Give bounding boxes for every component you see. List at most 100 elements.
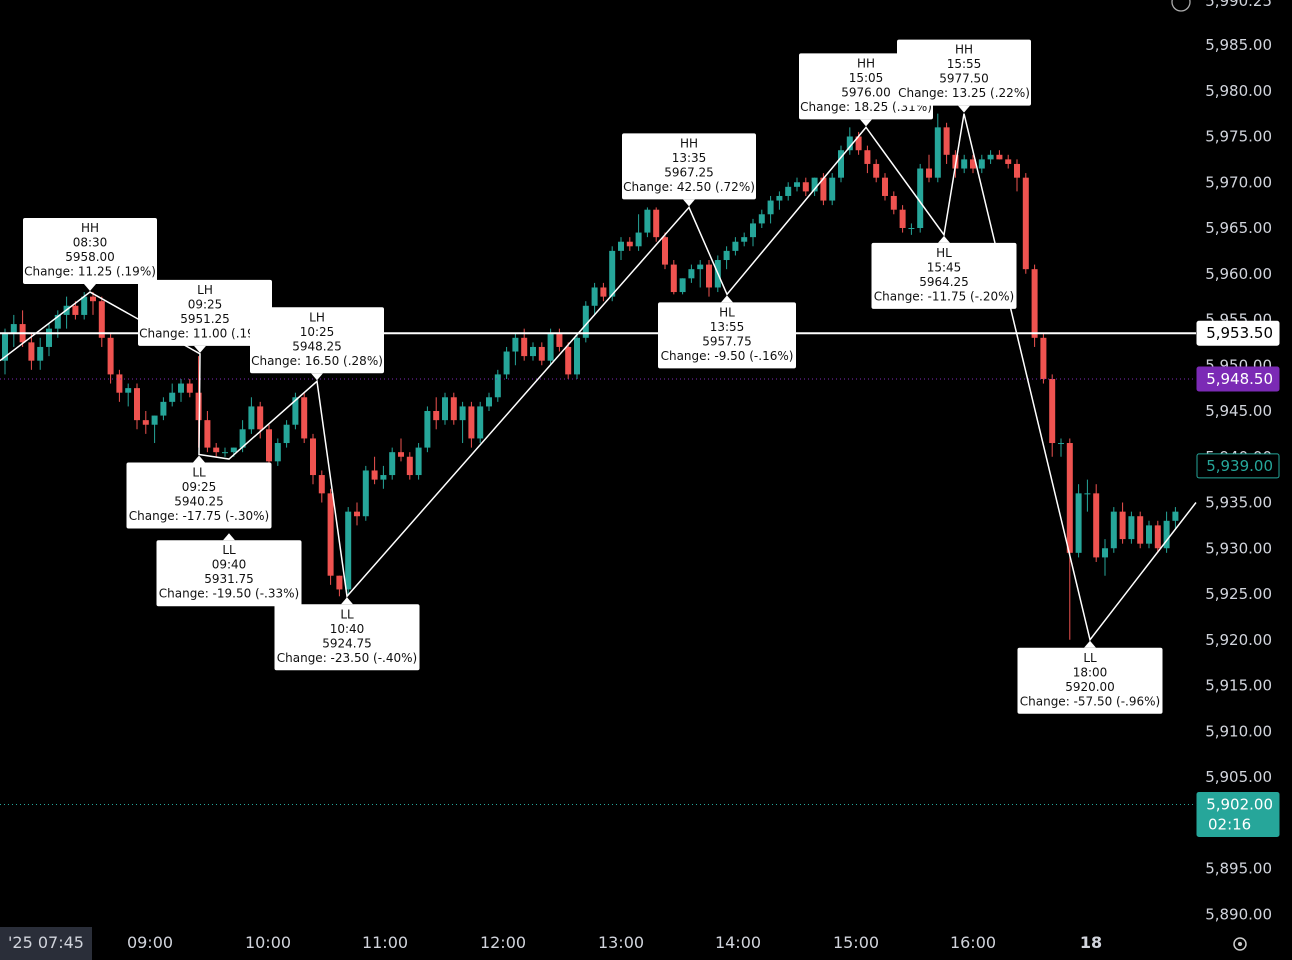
pivot-time: 09:25 <box>182 480 217 494</box>
candle-body <box>28 342 35 361</box>
price-tick-label: 5,945.00 <box>1205 402 1272 420</box>
candle-body <box>846 136 853 151</box>
candle-body <box>239 429 246 448</box>
price-tag[interactable]: 5,939.00 <box>1196 453 1280 479</box>
candle-body <box>283 424 290 444</box>
candle-body <box>222 452 228 454</box>
time-tick-label: 18 <box>1080 933 1102 952</box>
pivot-label-pointer <box>341 597 353 605</box>
candle-body <box>10 324 17 334</box>
candle-body <box>530 346 536 357</box>
price-tick-label: 5,960.00 <box>1205 265 1272 283</box>
pivot-time: 15:05 <box>849 71 884 85</box>
price-tick-label: 5,920.00 <box>1205 631 1272 649</box>
candle-body <box>591 287 598 306</box>
candle-body <box>582 305 589 338</box>
price-tag[interactable]: 5,953.50 <box>1196 320 1280 346</box>
pivot-label-pointer <box>223 533 235 541</box>
candle-body <box>336 575 343 590</box>
pivot-type: LH <box>309 310 325 324</box>
candle-body <box>213 447 220 453</box>
candle-body <box>626 241 633 247</box>
pivot-price: 5931.75 <box>204 572 254 586</box>
candle-body <box>688 269 695 279</box>
pivot-label-box <box>250 307 384 374</box>
candle-body <box>371 470 378 480</box>
candle-body <box>1119 511 1126 540</box>
pivot-price: 5964.25 <box>919 275 969 289</box>
pivot-price: 5957.75 <box>702 334 752 348</box>
candle-body <box>697 264 704 270</box>
price-tick-label-partial: 5,990.25 <box>1205 0 1272 10</box>
candle-body <box>1102 548 1108 558</box>
pivot-time: 09:40 <box>212 558 247 572</box>
candle-body <box>204 420 211 448</box>
price-tick-label: 5,890.00 <box>1205 905 1272 923</box>
candle-body <box>2 333 8 361</box>
candle-body <box>662 237 668 265</box>
time-tick-label: 15:00 <box>833 933 879 952</box>
price-tick-label: 5,935.00 <box>1205 494 1272 512</box>
candle-body <box>486 397 492 407</box>
add-alert-icon <box>1171 0 1191 12</box>
candle-body <box>970 159 976 169</box>
time-tick-label: 12:00 <box>480 933 526 952</box>
time-axis[interactable]: 09:00 10:00 11:00 12:00 13:00 14:00 15:00 16:00… <box>0 927 1247 960</box>
candle-body <box>987 154 994 160</box>
candle-body <box>556 333 563 347</box>
pivot-change: Change: 16.50 (.28%) <box>251 354 383 368</box>
candle-body <box>318 475 325 494</box>
pivot-change: Change: -9.50 (-.16%) <box>661 349 794 363</box>
candle-body <box>151 415 158 425</box>
candle-body <box>978 159 985 169</box>
pivot-time: 15:45 <box>927 260 962 274</box>
candle-body <box>776 195 783 201</box>
candle-body <box>873 163 880 178</box>
price-tick-label: 5,910.00 <box>1205 722 1272 740</box>
candle-body <box>178 383 184 393</box>
price-axis[interactable]: 5,985.00 5,980.00 5,975.00 5,970.00 5,965.00… <box>1171 0 1280 923</box>
candle-body <box>741 237 748 242</box>
candle-body <box>882 177 888 196</box>
candle-body <box>565 346 572 375</box>
candle-body <box>1022 177 1029 270</box>
candle-body <box>838 150 844 178</box>
price-tick-label: 5,930.00 <box>1205 539 1272 557</box>
candle-body <box>600 287 607 297</box>
candle-body <box>908 228 915 229</box>
candle-body <box>345 511 352 590</box>
pivot-price: 5924.75 <box>322 636 372 650</box>
price-tag[interactable]: 5,902.00 02:16 <box>1196 791 1280 837</box>
candle-body <box>380 475 387 480</box>
price-tick-label: 5,895.00 <box>1205 860 1272 878</box>
pivot-price: 5967.25 <box>664 165 714 179</box>
pivot-label-pointer <box>958 105 970 113</box>
price-tag[interactable]: 5,948.50 <box>1196 366 1280 392</box>
pivot-price: 5940.25 <box>174 494 224 508</box>
candle-body <box>327 493 334 576</box>
pivot-time: 10:40 <box>330 622 365 636</box>
candle-body <box>274 443 281 462</box>
candle-body <box>679 278 686 293</box>
candle-body <box>107 337 114 375</box>
candles-layer <box>2 113 1179 640</box>
pivot-label-box <box>23 218 157 285</box>
candle-body <box>1058 443 1064 445</box>
candle-body <box>116 374 123 393</box>
candle-body <box>292 397 299 425</box>
price-tick-label: 5,915.00 <box>1205 677 1272 695</box>
candle-body <box>503 351 510 375</box>
pivot-type: LL <box>340 607 354 621</box>
candle-body <box>1137 516 1144 544</box>
price-tag-box <box>1196 320 1280 346</box>
candle-body <box>706 264 712 288</box>
candle-body <box>1146 525 1152 544</box>
candle-body <box>1075 493 1082 553</box>
price-tag-box <box>1196 366 1280 392</box>
candle-body <box>424 411 431 448</box>
price-tick-label: 5,980.00 <box>1205 82 1272 100</box>
